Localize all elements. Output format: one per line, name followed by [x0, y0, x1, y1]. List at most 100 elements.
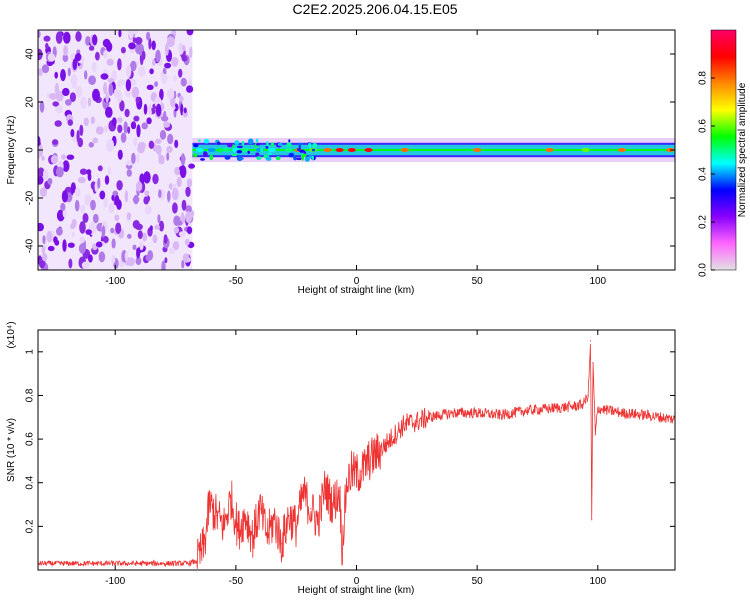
noise-blob — [179, 95, 184, 102]
colorbar-tick-label: 0.0 — [698, 263, 709, 277]
signal-fragment — [275, 156, 281, 161]
noise-blob — [128, 30, 135, 39]
noise-blob — [181, 55, 188, 62]
snr-point — [594, 434, 597, 436]
noise-blob — [111, 70, 117, 81]
noise-blob — [163, 234, 168, 244]
noise-blob — [161, 73, 168, 84]
noise-blob — [142, 232, 148, 242]
noise-blob — [185, 205, 192, 213]
noise-blob — [185, 211, 193, 224]
noise-blob — [155, 144, 162, 155]
noise-blob — [105, 106, 113, 118]
noise-blob — [77, 137, 84, 148]
noise-blob — [146, 84, 154, 91]
x-tick-label: 0 — [354, 276, 360, 287]
noise-blob — [84, 194, 92, 206]
noise-blob — [186, 226, 193, 235]
snr-point — [587, 394, 589, 397]
snr-point — [223, 525, 225, 528]
noise-blob — [111, 194, 115, 201]
signal-fragment — [200, 158, 205, 161]
signal-fragment — [296, 148, 301, 152]
spectrogram-panel: -100 -50 0 50 100 40 20 0 -20 -40 Height of stra… — [6, 29, 676, 296]
noise-blob — [49, 93, 57, 100]
carrier-peak — [195, 148, 204, 152]
snr-multiplier-label: (x10⁴) — [6, 321, 17, 348]
noise-blob — [127, 126, 131, 134]
snr-point — [380, 449, 382, 451]
snr-plot-area — [38, 340, 675, 569]
signal-fragment — [255, 138, 259, 143]
signal-fragment — [301, 153, 307, 158]
noise-blob — [141, 50, 146, 61]
noise-blob — [85, 229, 92, 235]
signal-fragment — [238, 157, 244, 160]
signal-fragment — [255, 152, 260, 156]
noise-blob — [72, 58, 78, 71]
noise-blob — [81, 261, 90, 270]
noise-blob — [173, 226, 180, 234]
noise-blob — [63, 31, 71, 44]
noise-blob — [115, 222, 122, 234]
noise-blob — [124, 108, 130, 118]
carrier-peak — [545, 148, 554, 152]
noise-blob — [157, 214, 161, 224]
snr-point — [428, 416, 430, 418]
noise-blob — [132, 244, 137, 250]
noise-blob — [56, 227, 63, 236]
noise-blob — [152, 173, 159, 185]
noise-blob — [135, 257, 142, 265]
snr-point — [351, 471, 353, 473]
carrier-peak — [473, 148, 482, 152]
signal-fragment — [265, 156, 272, 161]
noise-blob — [127, 212, 132, 220]
noise-blob — [100, 73, 109, 80]
snr-point — [208, 503, 210, 506]
noise-blob — [182, 253, 190, 263]
noise-blob — [90, 199, 96, 211]
carrier-peak — [222, 148, 231, 152]
signal-fragment — [241, 141, 245, 146]
noise-blob — [62, 208, 67, 218]
x-tick-label: 50 — [472, 576, 484, 587]
signal-fragment — [247, 150, 250, 154]
noise-blob — [41, 246, 45, 254]
signal-fragment — [311, 155, 314, 161]
noise-blob — [103, 50, 108, 59]
noise-blob — [136, 153, 140, 164]
noise-blob — [167, 133, 174, 145]
noise-blob — [178, 68, 183, 78]
noise-blob — [92, 213, 99, 224]
noise-blob — [159, 88, 164, 101]
snr-point — [573, 405, 575, 407]
noise-blob — [171, 56, 179, 67]
snr-x-axis: -100 -50 0 50 100 — [105, 330, 607, 587]
signal-fragment — [203, 138, 210, 144]
y-tick-label: 0.4 — [25, 475, 36, 489]
noise-blob — [95, 241, 103, 248]
noise-blob — [130, 60, 137, 72]
noise-blob — [176, 176, 182, 188]
carrier-peak — [581, 148, 590, 152]
noise-blob — [118, 30, 122, 38]
noise-blob — [67, 242, 75, 248]
noise-blob — [127, 257, 135, 267]
signal-fragment — [256, 156, 262, 161]
colorbar-label: Normalized spectral amplitude — [737, 82, 748, 217]
noise-blob — [131, 152, 136, 165]
snr-panel: -100 -50 0 50 100 0.2 0.4 0.6 0.8 1 Height of st… — [6, 321, 676, 596]
noise-blob — [133, 194, 139, 205]
noise-blob — [39, 187, 47, 197]
noise-blob — [133, 137, 138, 147]
noise-blob — [46, 231, 53, 243]
noise-blob — [166, 152, 170, 161]
noise-blob — [68, 258, 73, 269]
snr-point — [114, 562, 116, 565]
y-tick-label: 20 — [25, 96, 36, 108]
noise-blob — [67, 67, 71, 77]
noise-blob — [92, 137, 99, 144]
spectrogram-x-axis: -100 -50 0 50 100 — [105, 30, 607, 287]
noise-blob — [125, 89, 131, 98]
